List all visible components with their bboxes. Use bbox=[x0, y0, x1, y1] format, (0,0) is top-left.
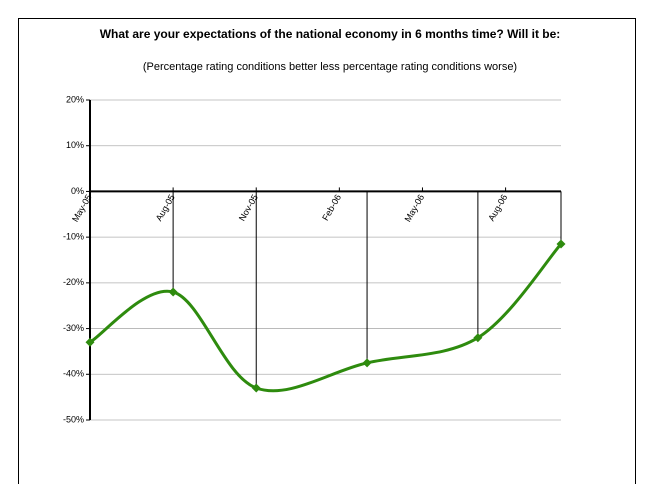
y-tick-label: 20% bbox=[66, 94, 84, 104]
marker bbox=[362, 358, 372, 368]
chart-subtitle: (Percentage rating conditions better les… bbox=[142, 61, 518, 73]
y-tick-label: -20% bbox=[63, 277, 84, 287]
y-tick-label: -50% bbox=[63, 414, 84, 424]
chart-border bbox=[18, 18, 636, 484]
y-tick-label: -40% bbox=[63, 369, 84, 379]
y-tick-label: -30% bbox=[63, 323, 84, 333]
y-tick-label: -10% bbox=[63, 232, 84, 242]
line bbox=[89, 243, 563, 393]
chart-title: What are your expectations of the nation… bbox=[99, 27, 561, 41]
y-tick-label: 0% bbox=[71, 186, 84, 196]
y-tick-label: 10% bbox=[66, 140, 84, 150]
marker bbox=[556, 239, 566, 249]
marker bbox=[473, 333, 483, 343]
marker bbox=[251, 383, 261, 393]
marker bbox=[168, 287, 178, 297]
marker bbox=[85, 337, 95, 347]
